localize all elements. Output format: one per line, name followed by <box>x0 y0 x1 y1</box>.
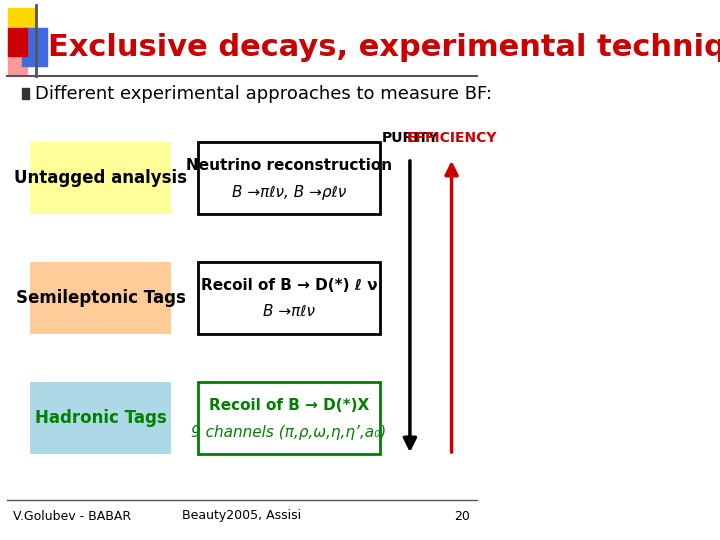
Text: PURITY: PURITY <box>382 131 438 145</box>
Bar <box>30 262 171 334</box>
Text: Hadronic Tags: Hadronic Tags <box>35 409 166 427</box>
Bar <box>22 88 29 99</box>
Bar <box>198 262 379 334</box>
Text: Exclusive decays, experimental techniques: Exclusive decays, experimental technique… <box>48 33 720 63</box>
Text: Beauty2005, Assisi: Beauty2005, Assisi <box>182 510 302 523</box>
Text: 20: 20 <box>454 510 470 523</box>
Text: 9 channels (π,ρ,ω,η,η’,a₀): 9 channels (π,ρ,ω,η,η’,a₀) <box>192 424 387 440</box>
Bar <box>198 382 379 454</box>
Bar <box>8 28 27 56</box>
Bar <box>8 8 36 50</box>
Text: B →πℓν, B →ρℓν: B →πℓν, B →ρℓν <box>232 185 346 199</box>
Text: Untagged analysis: Untagged analysis <box>14 169 187 187</box>
Bar <box>30 382 171 454</box>
Text: EFFICIENCY: EFFICIENCY <box>406 131 497 145</box>
Text: Recoil of B → D(*) ℓ ν: Recoil of B → D(*) ℓ ν <box>201 278 377 293</box>
Text: B →πℓν: B →πℓν <box>263 305 315 320</box>
Text: Semileptonic Tags: Semileptonic Tags <box>16 289 186 307</box>
Text: V.Golubev - BABAR: V.Golubev - BABAR <box>14 510 132 523</box>
Bar <box>198 142 379 214</box>
Text: Different experimental approaches to measure BF:: Different experimental approaches to mea… <box>35 85 492 103</box>
Bar <box>30 142 171 214</box>
Text: Neutrino reconstruction: Neutrino reconstruction <box>186 158 392 172</box>
Bar <box>22 28 47 66</box>
Text: Recoil of B → D(*)X: Recoil of B → D(*)X <box>209 397 369 413</box>
Bar <box>8 46 27 74</box>
